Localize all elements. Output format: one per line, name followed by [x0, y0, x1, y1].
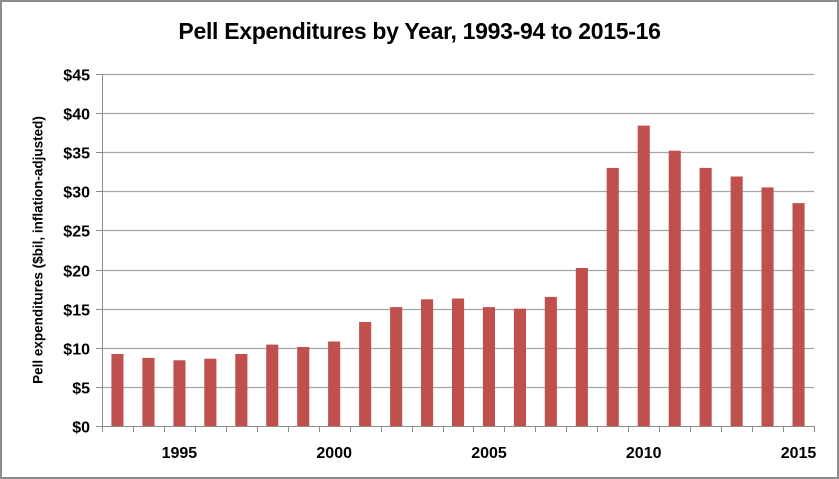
bar-2004 — [452, 298, 465, 426]
x-tick-label: 2005 — [471, 445, 507, 462]
x-axis-ticks: 1995 2000 2005 2010 2015 — [102, 426, 817, 462]
y-tick-label: $35 — [63, 146, 90, 163]
bar-2001 — [359, 322, 372, 426]
bar-2006 — [513, 308, 526, 426]
bar-1993 — [111, 354, 124, 426]
bar-2000 — [328, 341, 341, 426]
chart-title: Pell Expenditures by Year, 1993-94 to 20… — [178, 18, 661, 44]
y-axis-ticks: $0 $5 $10 $15 $20 $25 $30 $35 $40 $45 — [63, 68, 102, 437]
y-tick-label: $15 — [63, 303, 90, 320]
bar-1996 — [204, 358, 217, 426]
x-tick-label: 2015 — [781, 445, 817, 462]
y-tick-label: $25 — [63, 224, 90, 241]
bar-2008 — [575, 268, 588, 426]
axes — [102, 74, 814, 427]
y-tick-label: $10 — [63, 342, 90, 359]
bar-2002 — [390, 307, 403, 426]
y-tick-label: $30 — [63, 185, 90, 202]
bar-2014 — [761, 187, 774, 426]
bar-1997 — [235, 354, 248, 426]
bar-2012 — [699, 167, 712, 426]
x-tick-label: 1995 — [162, 445, 198, 462]
y-tick-label: $0 — [72, 420, 90, 437]
bar-2007 — [544, 296, 557, 426]
bar-2013 — [730, 176, 743, 426]
bar-2003 — [421, 299, 434, 426]
bar-2010 — [637, 125, 650, 426]
bars — [111, 125, 805, 426]
bar-2011 — [668, 150, 681, 426]
x-tick-label: 2000 — [316, 445, 352, 462]
y-tick-label: $20 — [63, 264, 90, 281]
bar-2009 — [606, 167, 619, 426]
y-tick-label: $45 — [63, 68, 90, 85]
bar-1995 — [173, 360, 186, 426]
bar-1994 — [142, 357, 155, 426]
y-tick-label: $40 — [63, 107, 90, 124]
bar-1998 — [266, 344, 279, 426]
bar-2005 — [482, 307, 495, 426]
y-tick-label: $5 — [72, 381, 90, 398]
x-tick-label: 2010 — [626, 445, 662, 462]
bar-1999 — [297, 347, 310, 426]
bar-2015 — [792, 203, 805, 426]
